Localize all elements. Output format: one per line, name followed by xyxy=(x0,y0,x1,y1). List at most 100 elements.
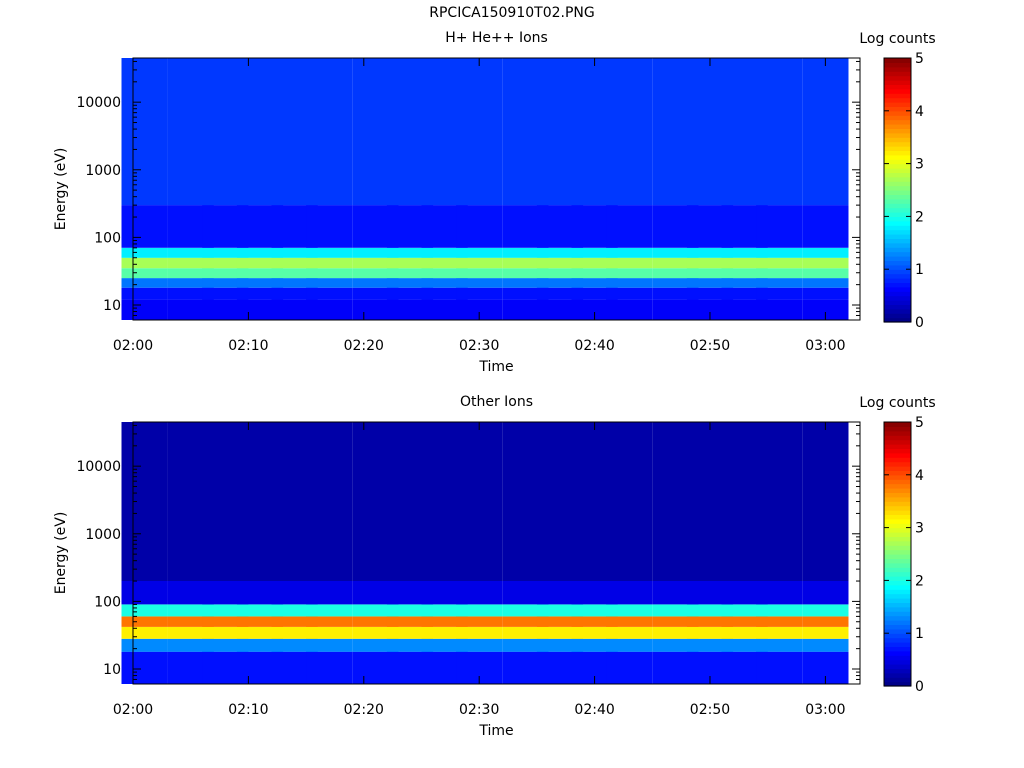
colorbar-segment xyxy=(884,313,911,319)
colorbar-segment xyxy=(884,172,911,178)
y-tick-label: 10 xyxy=(103,662,121,678)
heatmap-cell-13-2 xyxy=(606,278,653,288)
heatmap-cell-8-4 xyxy=(421,604,468,617)
colorbar-segment xyxy=(884,554,911,559)
heatmap-cell-2-1 xyxy=(202,287,249,300)
heatmap-cell-15-2 xyxy=(686,278,734,288)
heatmap-cell-18-5 xyxy=(802,247,849,258)
heatmap-cell-13-1 xyxy=(606,287,653,300)
colorbar-segment xyxy=(884,207,911,213)
heatmap-cell-18-1 xyxy=(802,287,849,300)
heatmap-cell-0-4 xyxy=(121,604,168,617)
colorbar-tick-label: 3 xyxy=(915,157,924,173)
colorbar-segment xyxy=(884,119,911,125)
x-tick-label: 02:40 xyxy=(574,702,614,718)
colorbar-segment xyxy=(884,532,911,537)
heatmap-cell-17-3 xyxy=(756,616,803,627)
colorbar-tick-label: 3 xyxy=(915,521,924,537)
heatmap-cell-13-2 xyxy=(606,626,653,639)
heatmap-cell-14-5 xyxy=(652,247,699,258)
heatmap-cell-18-6 xyxy=(802,205,849,248)
colorbar-segment xyxy=(884,128,911,134)
heatmap-cell-4-3 xyxy=(271,268,318,279)
heatmap-cell-1-5 xyxy=(167,247,214,258)
heatmap-cell-10-5 xyxy=(502,247,549,258)
heatmap-cell-3-5 xyxy=(236,247,284,258)
heatmap-cell-18-1 xyxy=(802,638,849,652)
heatmap-cell-18-7 xyxy=(802,58,849,206)
colorbar-segment xyxy=(884,571,911,577)
heatmap-cell-11-4 xyxy=(536,604,584,617)
heatmap-cell-4-2 xyxy=(271,278,318,288)
heatmap-cell-10-3 xyxy=(502,616,549,627)
y-tick-label: 10 xyxy=(103,298,121,314)
heatmap-cell-0-3 xyxy=(121,268,168,279)
heatmap-cell-12-2 xyxy=(571,626,618,639)
heatmap-cell-14-3 xyxy=(652,616,699,627)
heatmap-cell-15-1 xyxy=(686,287,734,300)
colorbar-segment xyxy=(884,84,911,90)
heatmap-cell-3-1 xyxy=(236,287,284,300)
colorbar-segment xyxy=(884,677,911,683)
colorbar-segment xyxy=(884,558,911,564)
colorbar-segment xyxy=(884,225,911,231)
heatmap-cell-8-2 xyxy=(421,626,468,639)
heatmap-cell-3-3 xyxy=(236,268,284,279)
colorbar-segment xyxy=(884,562,911,568)
heatmap-cell-14-2 xyxy=(652,626,699,639)
heatmap-cell-5-3 xyxy=(306,616,353,627)
heatmap-cell-1-4 xyxy=(167,604,214,617)
colorbar-segment xyxy=(884,637,911,643)
x-axis-label: Time xyxy=(478,359,513,375)
colorbar-segment xyxy=(884,203,911,209)
colorbar-segment xyxy=(884,501,911,507)
heatmap-cell-8-3 xyxy=(421,616,468,627)
heatmap-cell-9-1 xyxy=(456,638,503,652)
colorbar-segment xyxy=(884,295,911,301)
heatmap-cell-9-2 xyxy=(456,626,503,639)
heatmap-cell-1-2 xyxy=(167,626,214,639)
colorbar-segment xyxy=(884,286,911,292)
colorbar-segment xyxy=(884,269,911,275)
colorbar-segment xyxy=(884,185,911,191)
heatmap-cell-12-5 xyxy=(571,247,618,258)
colorbar-tick-label: 5 xyxy=(915,51,924,67)
heatmap-cell-6-4 xyxy=(352,257,399,269)
colorbar-segment xyxy=(884,194,911,200)
heatmap-cell-13-3 xyxy=(606,268,653,279)
colorbar-segment xyxy=(884,439,911,445)
heatmap-cell-11-4 xyxy=(536,257,584,269)
heatmap-cell-9-6 xyxy=(456,422,503,581)
colorbar-segment xyxy=(884,593,911,599)
heatmap-cell-15-5 xyxy=(686,247,734,258)
heatmap-cell-13-6 xyxy=(606,422,653,581)
heatmap-cell-17-0 xyxy=(756,299,803,320)
heatmap-cell-0-0 xyxy=(121,651,168,684)
colorbar-segment xyxy=(884,615,911,621)
heatmap-cell-13-6 xyxy=(606,205,653,248)
colorbar-segment xyxy=(884,251,911,257)
heatmap-cell-9-0 xyxy=(456,299,503,320)
heatmap-cell-4-2 xyxy=(271,626,318,639)
panel-title: Other Ions xyxy=(460,394,533,410)
heatmap-cell-0-1 xyxy=(121,638,168,652)
colorbar-segment xyxy=(884,304,911,310)
colorbar-segment xyxy=(884,247,911,253)
colorbar-segment xyxy=(884,216,911,222)
heatmap-cell-0-5 xyxy=(121,581,168,605)
colorbar-segment xyxy=(884,536,911,542)
colorbar-segment xyxy=(884,466,911,471)
colorbar-segment xyxy=(884,150,911,156)
colorbar-segment xyxy=(884,664,911,669)
colorbar-segment xyxy=(884,461,911,467)
x-tick-label: 02:00 xyxy=(113,702,153,718)
heatmap-cell-17-1 xyxy=(756,638,803,652)
colorbar-segment xyxy=(884,659,911,665)
heatmap-cell-0-5 xyxy=(121,247,168,258)
x-tick-label: 02:20 xyxy=(344,338,384,354)
colorbar-segment xyxy=(884,492,911,498)
y-tick-label: 100 xyxy=(94,230,121,246)
colorbar-segment xyxy=(884,137,911,143)
heatmap-cell-2-3 xyxy=(202,268,249,279)
